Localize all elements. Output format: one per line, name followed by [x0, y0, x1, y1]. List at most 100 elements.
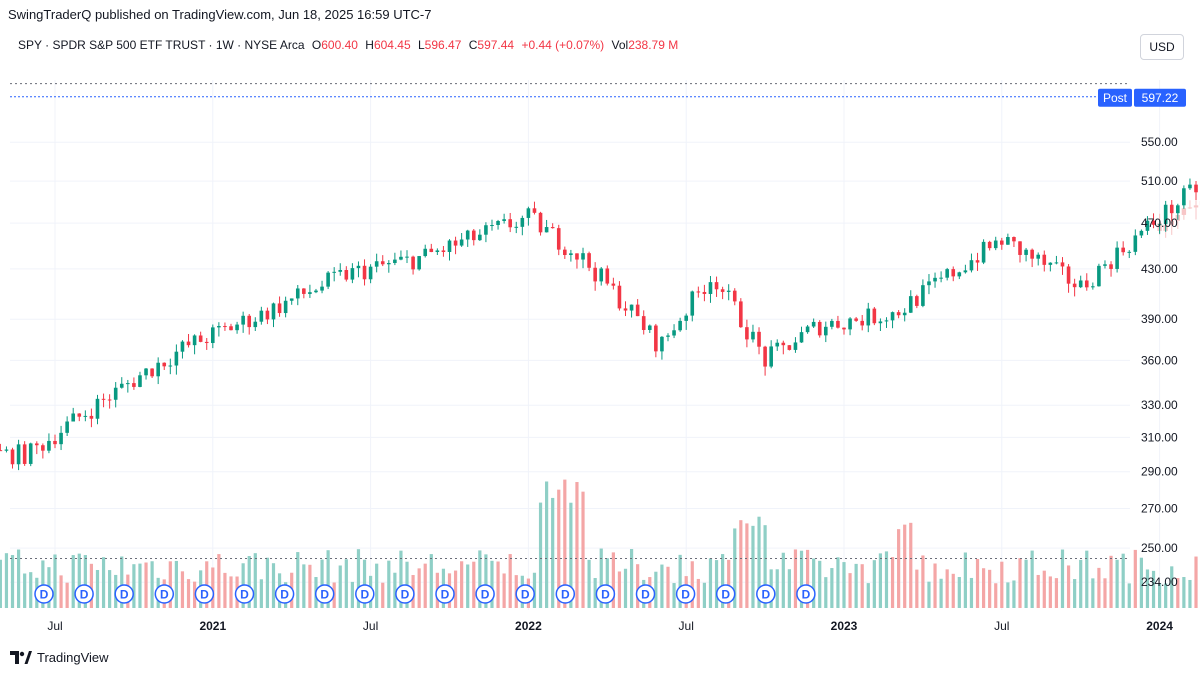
- candle-body: [138, 375, 142, 387]
- volume-bar: [623, 568, 628, 608]
- candle-body: [757, 331, 761, 347]
- currency-button[interactable]: USD: [1140, 34, 1184, 60]
- dividend-marker-label: D: [441, 588, 450, 602]
- volume-bar: [16, 549, 21, 608]
- volume-bar: [174, 560, 178, 608]
- volume-bar: [830, 568, 834, 608]
- volume-bar: [1182, 577, 1186, 608]
- volume-bar: [502, 573, 506, 608]
- volume-bar: [375, 563, 379, 608]
- volume-bar: [957, 576, 961, 608]
- candle-body: [842, 327, 846, 330]
- volume-bar: [988, 569, 992, 608]
- candle-body: [150, 368, 154, 377]
- candle-body: [484, 225, 488, 235]
- volume-bar: [1024, 559, 1028, 608]
- candle-body: [277, 303, 282, 314]
- candle-body: [10, 449, 15, 465]
- volume-bar: [186, 579, 191, 608]
- volume-bar: [192, 581, 197, 608]
- candle-body: [969, 260, 974, 271]
- volume-bar: [1073, 579, 1077, 608]
- volume-bar: [1176, 578, 1180, 608]
- candle-body: [848, 318, 852, 330]
- dividend-marker: [715, 584, 736, 604]
- volume-bar: [781, 552, 785, 608]
- candle-body: [890, 312, 895, 321]
- volume-bar: [672, 583, 676, 608]
- candle-body: [1042, 254, 1047, 265]
- volume-bar: [350, 581, 354, 608]
- volume-bar: [23, 573, 27, 608]
- candle-body: [107, 399, 112, 401]
- candle-body: [878, 321, 883, 324]
- y-tick-label: 470.00: [1141, 216, 1178, 230]
- candle-body: [71, 413, 76, 422]
- price-chart[interactable]: D D D D D D D D D D D D D D D D D D D D 550.00 510.00 470.00 43…: [0, 0, 1200, 640]
- x-tick-label: Jul: [363, 619, 378, 633]
- volume-bar: [690, 561, 694, 608]
- volume-bar: [933, 563, 937, 608]
- y-tick-label: 390.00: [1141, 312, 1178, 326]
- dividend-marker: [154, 584, 175, 604]
- dividend-marker: [314, 584, 335, 604]
- dividend-marker-label: D: [481, 588, 490, 602]
- candle-body: [77, 413, 82, 417]
- candle-body: [1030, 249, 1034, 259]
- candle-body: [1194, 184, 1198, 193]
- candle-body: [581, 253, 585, 260]
- dividend-marker-label: D: [360, 588, 369, 602]
- volume-bar: [1115, 559, 1119, 608]
- candle-body: [223, 326, 227, 328]
- footer-brand-text: TradingView: [37, 650, 109, 665]
- volume-bar: [721, 554, 725, 608]
- candle-body: [34, 443, 39, 446]
- candle-body: [1084, 280, 1089, 288]
- volume-bar: [53, 554, 57, 608]
- candle-body: [623, 308, 628, 311]
- volume-bar: [356, 549, 361, 608]
- candle-body: [793, 342, 798, 350]
- symbol-title[interactable]: SPY · SPDR S&P 500 ETF TRUST · 1W · NYSE…: [18, 38, 305, 52]
- candle-body: [1078, 280, 1083, 288]
- y-tick-label: 510.00: [1141, 174, 1178, 188]
- volume-value: 238.79 M: [628, 38, 679, 52]
- volume-bar: [617, 571, 622, 608]
- candle-body: [1157, 224, 1162, 226]
- candle-body: [326, 272, 330, 287]
- volume-bar: [1085, 550, 1089, 608]
- candle-body: [423, 248, 428, 257]
- dividend-marker: [234, 584, 255, 604]
- candle-body: [763, 346, 767, 367]
- candle-body: [739, 301, 743, 328]
- candle-body: [702, 291, 707, 294]
- candle-body: [180, 341, 185, 352]
- volume-bar: [1109, 555, 1113, 608]
- volume-bar: [702, 582, 707, 608]
- volume-bar: [708, 558, 713, 608]
- volume-bar: [429, 554, 433, 608]
- candle-body: [465, 230, 470, 240]
- volume-bar: [866, 583, 870, 608]
- y-axis: 550.00 510.00 470.00 430.00 390.00 360.00 330.…: [1141, 135, 1178, 589]
- volume-bar: [903, 524, 907, 608]
- published-info: SwingTraderQ published on TradingView.co…: [8, 7, 432, 22]
- volume-bar: [399, 550, 403, 608]
- candle-body: [563, 249, 567, 255]
- volume-bar: [805, 549, 810, 608]
- candle-body: [478, 234, 482, 241]
- candle-body: [1182, 188, 1186, 206]
- volume-bar: [963, 552, 967, 608]
- candle-body: [1163, 204, 1168, 225]
- candle-body: [314, 290, 318, 293]
- candle-body: [1036, 254, 1041, 259]
- projection-candle: [1193, 205, 1199, 208]
- candle-body: [526, 208, 531, 218]
- dividend-marker-label: D: [802, 588, 811, 602]
- candle-body: [362, 265, 367, 280]
- candle-body: [672, 330, 676, 336]
- candle-body: [811, 321, 816, 327]
- candle-body: [332, 271, 336, 273]
- volume-bar: [739, 520, 743, 608]
- candle-body: [4, 449, 9, 451]
